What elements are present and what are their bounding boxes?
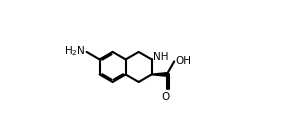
Text: OH: OH <box>175 56 191 66</box>
Text: H$_2$N: H$_2$N <box>64 44 86 58</box>
Text: O: O <box>161 91 170 102</box>
Text: NH: NH <box>153 52 168 62</box>
Polygon shape <box>152 73 167 76</box>
